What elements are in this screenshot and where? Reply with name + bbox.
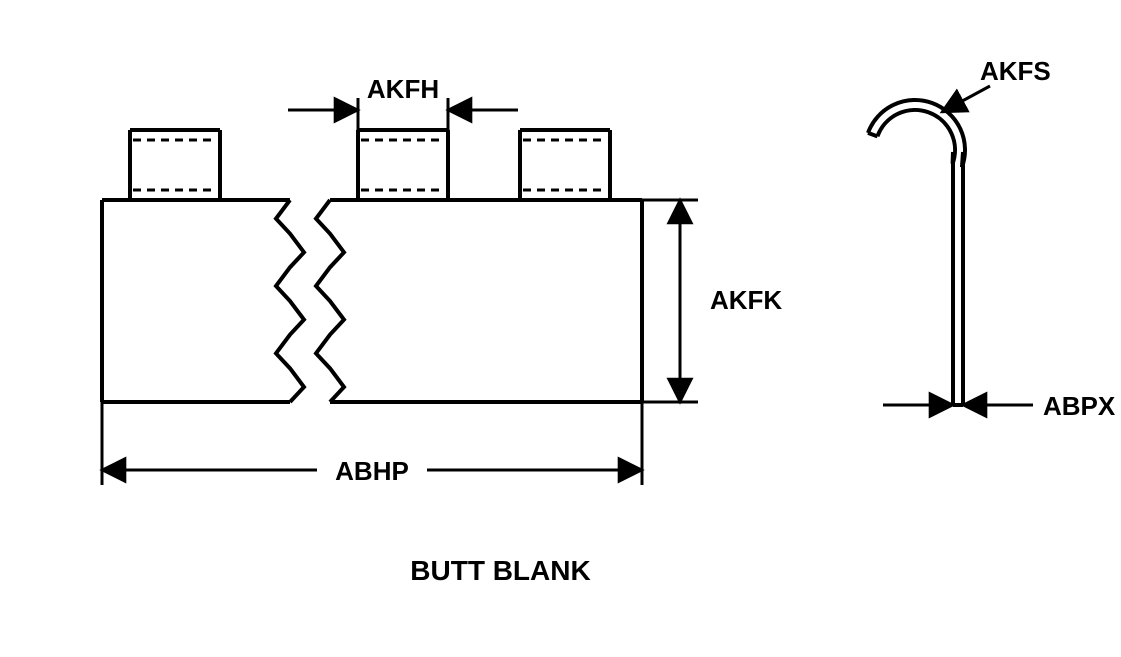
title: BUTT BLANK <box>410 555 590 586</box>
diagram-canvas: AKFH AKFK ABHP AKFS ABPX BUTT BLANK <box>0 0 1121 657</box>
label-akfk: AKFK <box>710 285 782 315</box>
label-akfs: AKFS <box>980 56 1051 86</box>
label-abpx: ABPX <box>1043 391 1116 421</box>
label-akfh: AKFH <box>367 74 439 104</box>
label-abhp: ABHP <box>335 456 409 486</box>
